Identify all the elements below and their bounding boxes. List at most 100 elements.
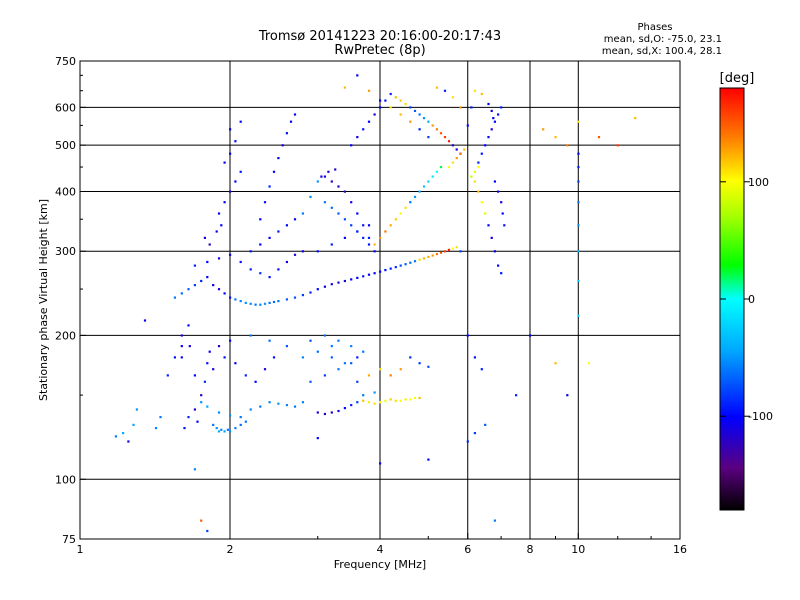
data-point	[443, 89, 447, 92]
data-point	[542, 128, 545, 131]
data-point	[350, 278, 353, 281]
x-tick-label: 16	[673, 543, 687, 556]
data-point	[327, 170, 330, 173]
data-point	[350, 404, 353, 407]
data-point	[285, 132, 288, 135]
data-point	[193, 284, 196, 287]
data-point	[285, 298, 288, 301]
data-point	[293, 218, 297, 221]
data-point	[343, 236, 346, 239]
data-point	[330, 180, 333, 183]
data-point	[384, 99, 387, 102]
data-point	[239, 423, 242, 426]
data-point	[384, 399, 387, 402]
data-point	[409, 106, 412, 109]
data-point	[500, 106, 503, 109]
data-point	[616, 144, 619, 147]
data-point	[263, 368, 267, 371]
data-point	[394, 218, 397, 221]
data-point	[389, 267, 392, 270]
data-point	[180, 292, 183, 295]
data-point	[268, 401, 271, 404]
data-point	[268, 276, 271, 279]
data-point	[484, 144, 487, 147]
data-point	[217, 212, 221, 215]
data-point	[529, 334, 532, 337]
data-point	[187, 324, 190, 327]
data-point	[367, 236, 371, 239]
data-point	[409, 356, 412, 359]
data-point	[356, 74, 359, 77]
data-point	[490, 109, 493, 112]
data-point	[229, 296, 232, 299]
data-point	[277, 402, 280, 405]
data-point	[389, 374, 392, 377]
data-point	[480, 368, 483, 371]
data-point	[367, 224, 371, 227]
data-point	[229, 339, 232, 342]
data-point	[367, 243, 371, 246]
data-point	[343, 86, 346, 89]
data-point	[259, 272, 262, 275]
data-point	[394, 399, 397, 402]
data-point	[597, 136, 601, 139]
info-line-o: mean, sd,O: -75.0, 23.1	[604, 34, 722, 45]
data-point	[473, 356, 476, 359]
data-point	[362, 350, 365, 353]
data-point	[356, 230, 359, 233]
data-point	[455, 148, 458, 151]
data-point	[422, 257, 426, 260]
data-point	[480, 92, 483, 96]
data-point	[337, 212, 340, 215]
data-point	[422, 185, 426, 188]
data-point	[343, 190, 346, 193]
chart-title: Tromsø 20141223 20:16:00-20:17:43	[258, 29, 501, 44]
data-point	[180, 356, 183, 359]
data-point	[135, 408, 138, 411]
data-point	[455, 157, 458, 160]
data-point	[259, 218, 262, 221]
data-point	[484, 423, 487, 426]
data-point	[263, 302, 267, 305]
data-point	[515, 394, 518, 397]
data-point	[447, 166, 451, 169]
data-point	[473, 432, 476, 435]
data-point	[316, 180, 319, 183]
data-point	[281, 144, 284, 147]
data-point	[193, 374, 196, 377]
data-point	[193, 264, 196, 267]
data-point	[356, 212, 359, 215]
data-point	[330, 243, 333, 246]
data-point	[173, 296, 176, 299]
data-point	[330, 356, 333, 359]
data-point	[427, 458, 430, 461]
data-point	[122, 432, 125, 435]
data-point	[362, 394, 365, 397]
data-point	[439, 251, 443, 254]
data-point	[554, 136, 557, 139]
data-point	[379, 236, 382, 239]
data-point	[159, 416, 162, 419]
data-point	[435, 128, 438, 131]
data-point	[418, 396, 421, 400]
data-point	[320, 175, 323, 178]
data-point	[316, 288, 319, 291]
data-point	[577, 279, 580, 283]
data-point	[362, 128, 365, 131]
info-heading: Phases	[637, 22, 672, 33]
data-point	[394, 266, 397, 269]
data-point	[404, 398, 407, 401]
data-point	[200, 401, 203, 404]
data-point	[229, 253, 232, 256]
data-point	[244, 420, 247, 423]
data-point	[180, 334, 183, 337]
data-point	[143, 319, 147, 322]
data-point	[330, 411, 333, 414]
data-point	[293, 405, 297, 408]
data-point	[268, 301, 271, 304]
data-point	[473, 180, 476, 183]
data-point	[196, 420, 199, 423]
colorbar-ticks: 100 0 -100	[720, 176, 773, 423]
data-point	[343, 279, 346, 283]
data-point	[316, 350, 319, 353]
